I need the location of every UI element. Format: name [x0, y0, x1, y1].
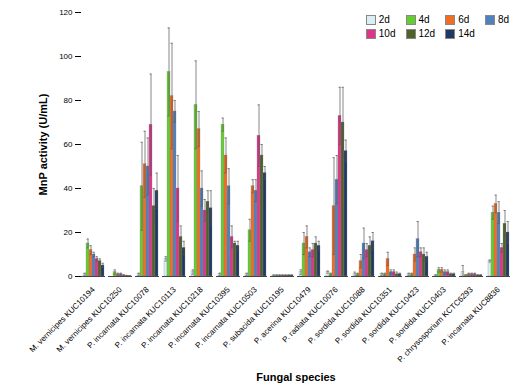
svg-text:20: 20	[64, 228, 73, 237]
svg-text:P. incarnata KUC10113: P. incarnata KUC10113	[113, 285, 178, 350]
svg-text:P. radiata KUC10076: P. radiata KUC10076	[280, 285, 340, 345]
svg-text:P. sordida KUC10088: P. sordida KUC10088	[306, 285, 367, 346]
svg-text:60: 60	[64, 140, 73, 149]
svg-text:P. chrysosporium KCTC6293: P. chrysosporium KCTC6293	[395, 285, 475, 365]
svg-text:P. incarnata KUC10395: P. incarnata KUC10395	[166, 285, 232, 351]
svg-text:80: 80	[64, 96, 73, 105]
html-text:4d: 4d	[418, 14, 430, 25]
svg-text:120: 120	[59, 8, 73, 17]
svg-text:P. incarnata KUC10503: P. incarnata KUC10503	[193, 285, 259, 351]
html-text:2d: 2d	[378, 14, 390, 25]
svg-text:100: 100	[59, 52, 73, 61]
html-text:14d: 14d	[458, 28, 475, 39]
svg-text:P. sordida KUC10351: P. sordida KUC10351	[333, 285, 394, 346]
svg-text:MnP activity (U/mL): MnP activity (U/mL)	[37, 93, 49, 195]
svg-text:M. vernicipes KUC10250: M. vernicipes KUC10250	[54, 285, 124, 355]
html-text:12d: 12d	[418, 28, 436, 39]
svg-text:P. incarnata KUC8836: P. incarnata KUC8836	[440, 285, 502, 347]
svg-text:P. incarnata KUC10078: P. incarnata KUC10078	[85, 285, 151, 351]
svg-text:P. acerina KUC10479: P. acerina KUC10479	[252, 285, 313, 346]
svg-text:40: 40	[64, 184, 73, 193]
svg-text:P. sordida KUC10423: P. sordida KUC10423	[360, 285, 421, 346]
svg-text:P. incarnata KUC10218: P. incarnata KUC10218	[139, 285, 205, 351]
svg-text:0: 0	[68, 272, 73, 281]
html-text:6d: 6d	[458, 14, 470, 25]
html-text:10d: 10d	[378, 28, 396, 39]
svg-text:P. subacida KUC10195: P. subacida KUC10195	[221, 285, 286, 350]
svg-text:M. vernicipes KUC10194: M. vernicipes KUC10194	[27, 285, 97, 355]
svg-text:P. sordida KUC10403: P. sordida KUC10403	[387, 285, 448, 346]
html-text:8d: 8d	[497, 14, 509, 25]
svg-text:Fungal species: Fungal species	[256, 371, 335, 383]
